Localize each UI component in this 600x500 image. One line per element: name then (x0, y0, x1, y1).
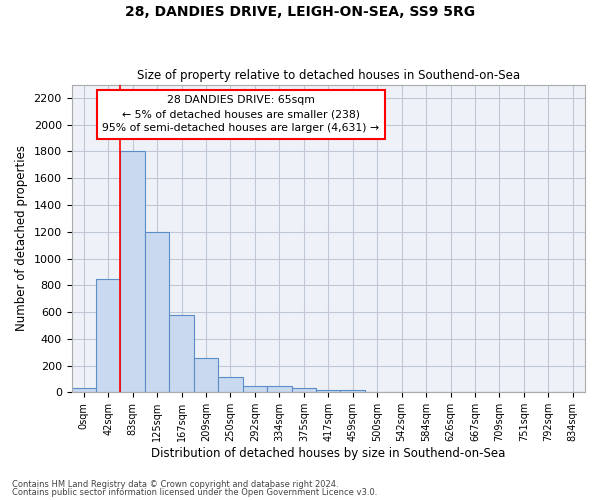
X-axis label: Distribution of detached houses by size in Southend-on-Sea: Distribution of detached houses by size … (151, 447, 505, 460)
Text: 28, DANDIES DRIVE, LEIGH-ON-SEA, SS9 5RG: 28, DANDIES DRIVE, LEIGH-ON-SEA, SS9 5RG (125, 5, 475, 19)
Bar (169, 314, 194, 392)
Bar (267, 386, 292, 392)
Bar (242, 386, 267, 392)
Text: Contains HM Land Registry data © Crown copyright and database right 2024.: Contains HM Land Registry data © Crown c… (12, 480, 338, 489)
Y-axis label: Number of detached properties: Number of detached properties (15, 146, 28, 332)
Text: 28 DANDIES DRIVE: 65sqm
← 5% of detached houses are smaller (238)
95% of semi-de: 28 DANDIES DRIVE: 65sqm ← 5% of detached… (103, 96, 380, 134)
Bar (218, 377, 242, 392)
Title: Size of property relative to detached houses in Southend-on-Sea: Size of property relative to detached ho… (137, 69, 520, 82)
Bar (292, 388, 316, 392)
Bar (316, 390, 340, 392)
Bar (121, 152, 145, 392)
Bar (194, 358, 218, 392)
Text: Contains public sector information licensed under the Open Government Licence v3: Contains public sector information licen… (12, 488, 377, 497)
Bar (96, 278, 121, 392)
Bar (340, 390, 365, 392)
Bar (71, 388, 96, 392)
Bar (145, 232, 169, 392)
